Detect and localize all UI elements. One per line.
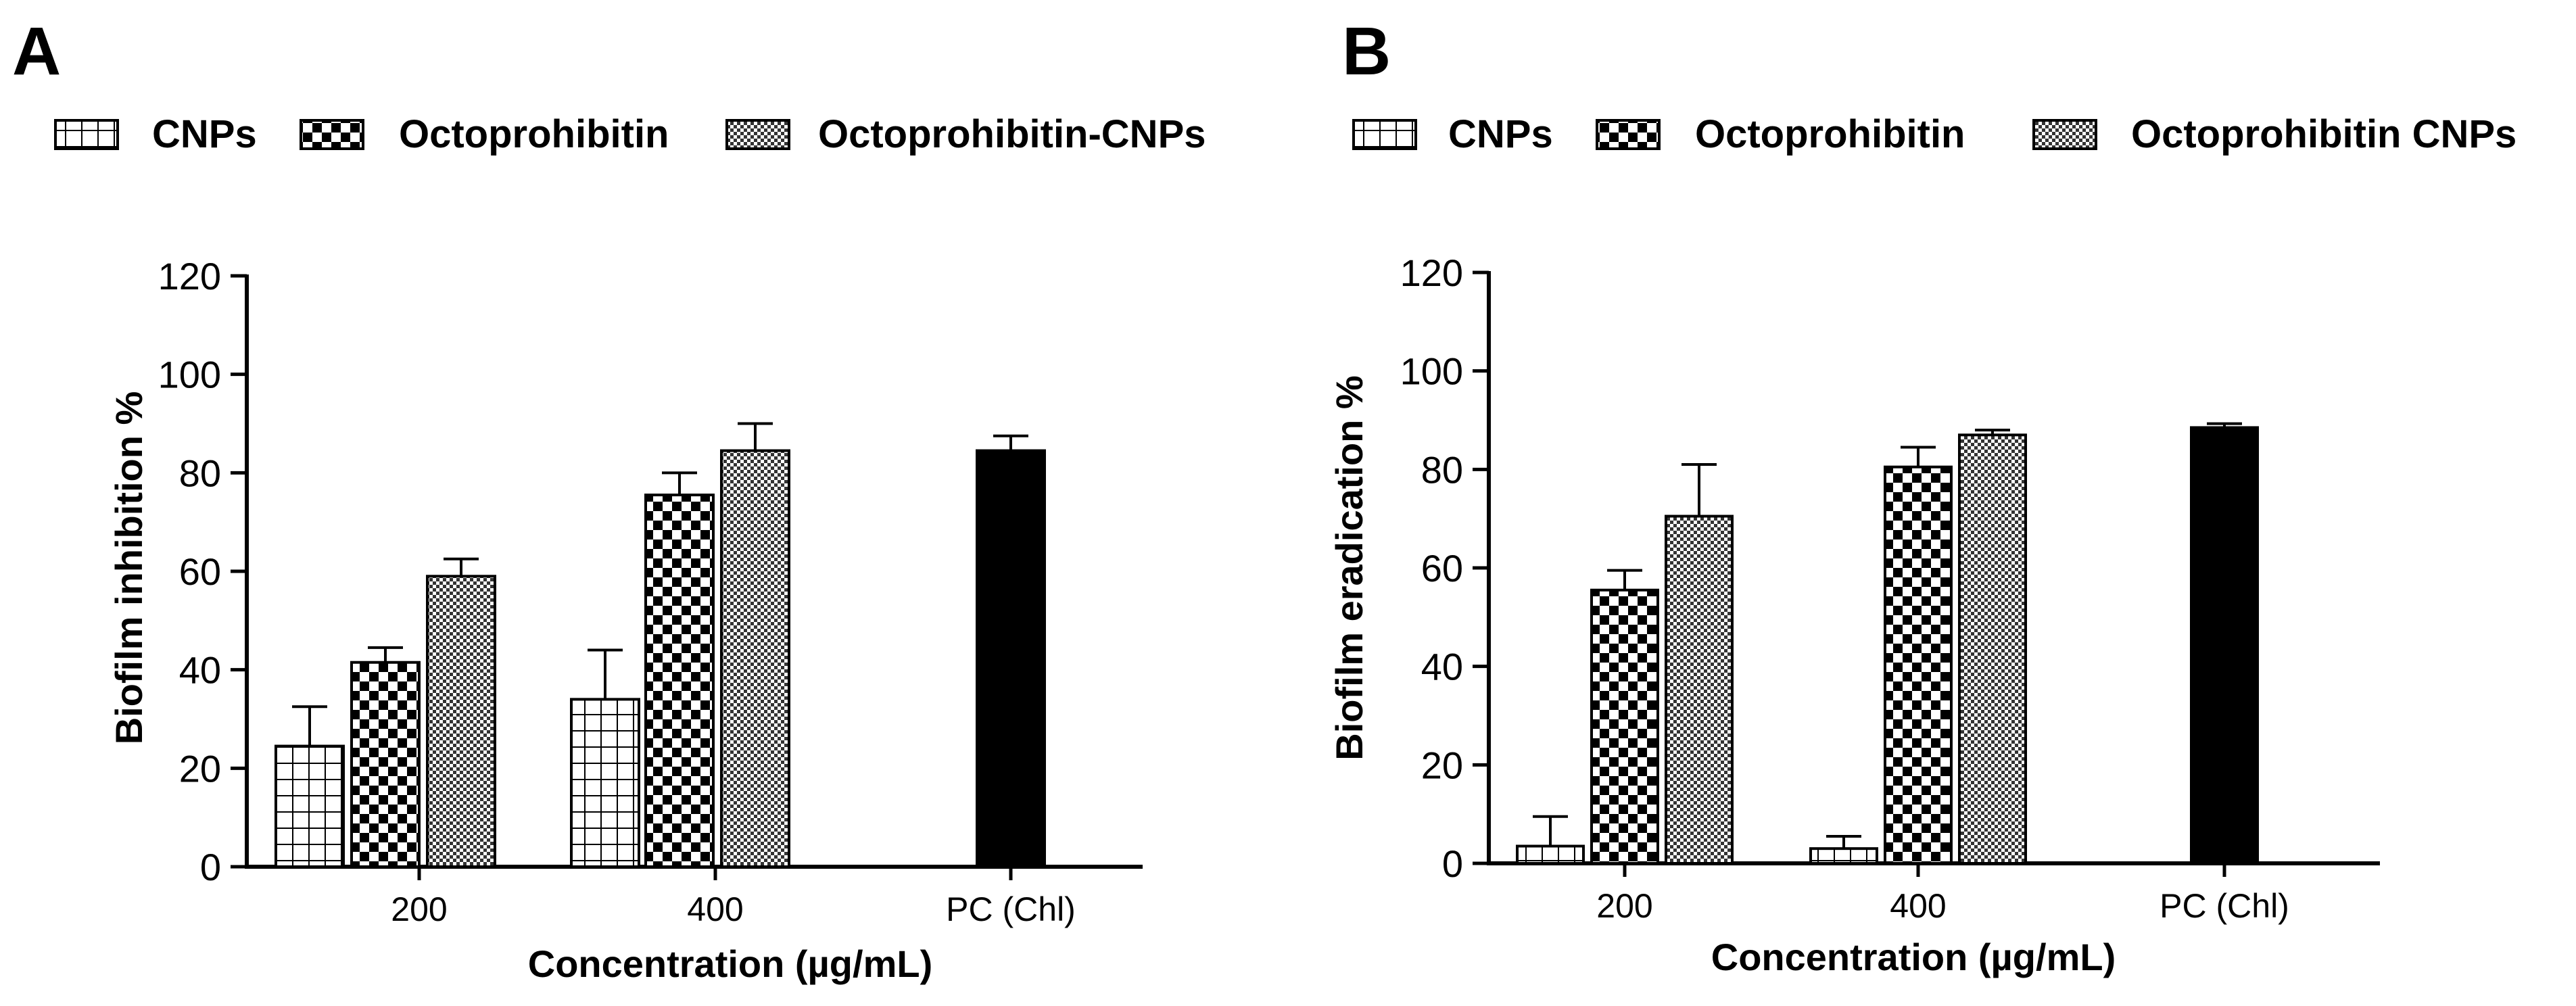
- y-tick-label-hundred: 100: [158, 354, 221, 396]
- bars-b: [1516, 422, 2259, 865]
- bars-a: [275, 422, 1046, 869]
- x-tick-label-400: 400: [687, 890, 743, 928]
- x-axis-a: 200 400 PC (Chl): [391, 867, 1076, 928]
- legend-label-cnps: CNPs: [152, 112, 257, 156]
- legend-a: CNPs Octoprohibitin Octoprohibitin-CNPs: [54, 112, 1206, 156]
- y-tick-label-hundred: 100: [1400, 350, 1463, 393]
- legend-label-cnps: CNPs: [1448, 112, 1553, 156]
- bar-cnps-200: [1516, 844, 1585, 865]
- y-tick-label-onetwenty: 120: [1400, 251, 1463, 294]
- bar-octoprohibitin-200: [1590, 588, 1659, 865]
- legend-label-octoprohibitin-cnps: Octoprohibitin-CNPs: [818, 112, 1206, 156]
- bar-octoprohibitin-cnps-200: [1665, 514, 1734, 865]
- bar-cnps-400: [570, 698, 640, 869]
- legend-swatch-cnps: [54, 119, 119, 150]
- legend-b: CNPs Octoprohibitin Octoprohibitin CNPs: [1352, 112, 2517, 156]
- x-axis-b: 200 400 PC (Chl): [1596, 863, 2289, 925]
- x-axis-title-a: Concentration (µg/mL): [528, 942, 932, 985]
- bar-cnps-400: [1809, 847, 1878, 865]
- x-tick-label-400: 400: [1890, 887, 1946, 925]
- y-tick-label-sixty: 60: [179, 550, 221, 593]
- panel-a: A CNPs Octoprohibitin Octoprohibitin-CNP…: [12, 14, 1206, 985]
- y-tick-label-twenty: 20: [1421, 744, 1463, 786]
- y-axis-title-a: Biofilm inhibition %: [108, 391, 150, 745]
- y-tick-label-eighty: 80: [1421, 448, 1463, 491]
- x-tick-label-pc-chl: PC (Chl): [946, 890, 1076, 928]
- bar-octoprohibitin-cnps-400: [720, 449, 790, 868]
- bar-octoprohibitin-200: [350, 661, 421, 868]
- y-tick-label-forty: 40: [1421, 646, 1463, 688]
- y-tick-label-forty: 40: [179, 649, 221, 692]
- x-tick-label-pc-chl: PC (Chl): [2160, 887, 2289, 925]
- legend-label-octoprohibitin: Octoprohibitin: [399, 112, 669, 156]
- y-tick-label-onetwenty: 120: [158, 255, 221, 297]
- bar-octoprohibitin-cnps-400: [1958, 433, 2027, 865]
- bar-octoprohibitin-400: [1884, 465, 1953, 865]
- y-tick-label-sixty: 60: [1421, 547, 1463, 590]
- panel-label-a: A: [12, 14, 61, 89]
- y-tick-label-eighty: 80: [179, 452, 221, 494]
- x-axis-title-b: Concentration (µg/mL): [1711, 936, 2116, 978]
- bar-octoprohibitin-cnps-200: [426, 575, 496, 868]
- x-tick-label-200: 200: [1596, 887, 1652, 925]
- x-tick-label-200: 200: [391, 890, 447, 928]
- legend-swatch-octoprohibitin: [1596, 119, 1661, 150]
- bar-octoprohibitin-400: [644, 494, 715, 868]
- legend-label-octoprohibitin: Octoprohibitin: [1695, 112, 1965, 156]
- y-tick-label-twenty: 20: [179, 747, 221, 790]
- y-axis-title-b: Biofilm eradication %: [1328, 375, 1370, 760]
- bar-pc-chl: [976, 449, 1046, 868]
- legend-swatch-octoprohibitin-cnps: [2032, 119, 2097, 150]
- bar-pc-chl: [2190, 426, 2259, 865]
- y-tick-label-zero: 0: [1442, 842, 1463, 885]
- legend-swatch-octoprohibitin: [300, 119, 364, 150]
- panel-label-b: B: [1342, 14, 1391, 89]
- y-tick-label-zero: 0: [200, 846, 221, 888]
- legend-label-octoprohibitin-cnps: Octoprohibitin CNPs: [2131, 112, 2517, 156]
- y-axis-a: 0 20 40 60 80 100 120: [158, 255, 1143, 888]
- legend-swatch-cnps: [1352, 119, 1417, 150]
- panel-b: B CNPs Octoprohibitin Octoprohibitin CNP…: [1328, 14, 2517, 978]
- bar-cnps-200: [275, 744, 345, 869]
- legend-swatch-octoprohibitin-cnps: [725, 119, 790, 150]
